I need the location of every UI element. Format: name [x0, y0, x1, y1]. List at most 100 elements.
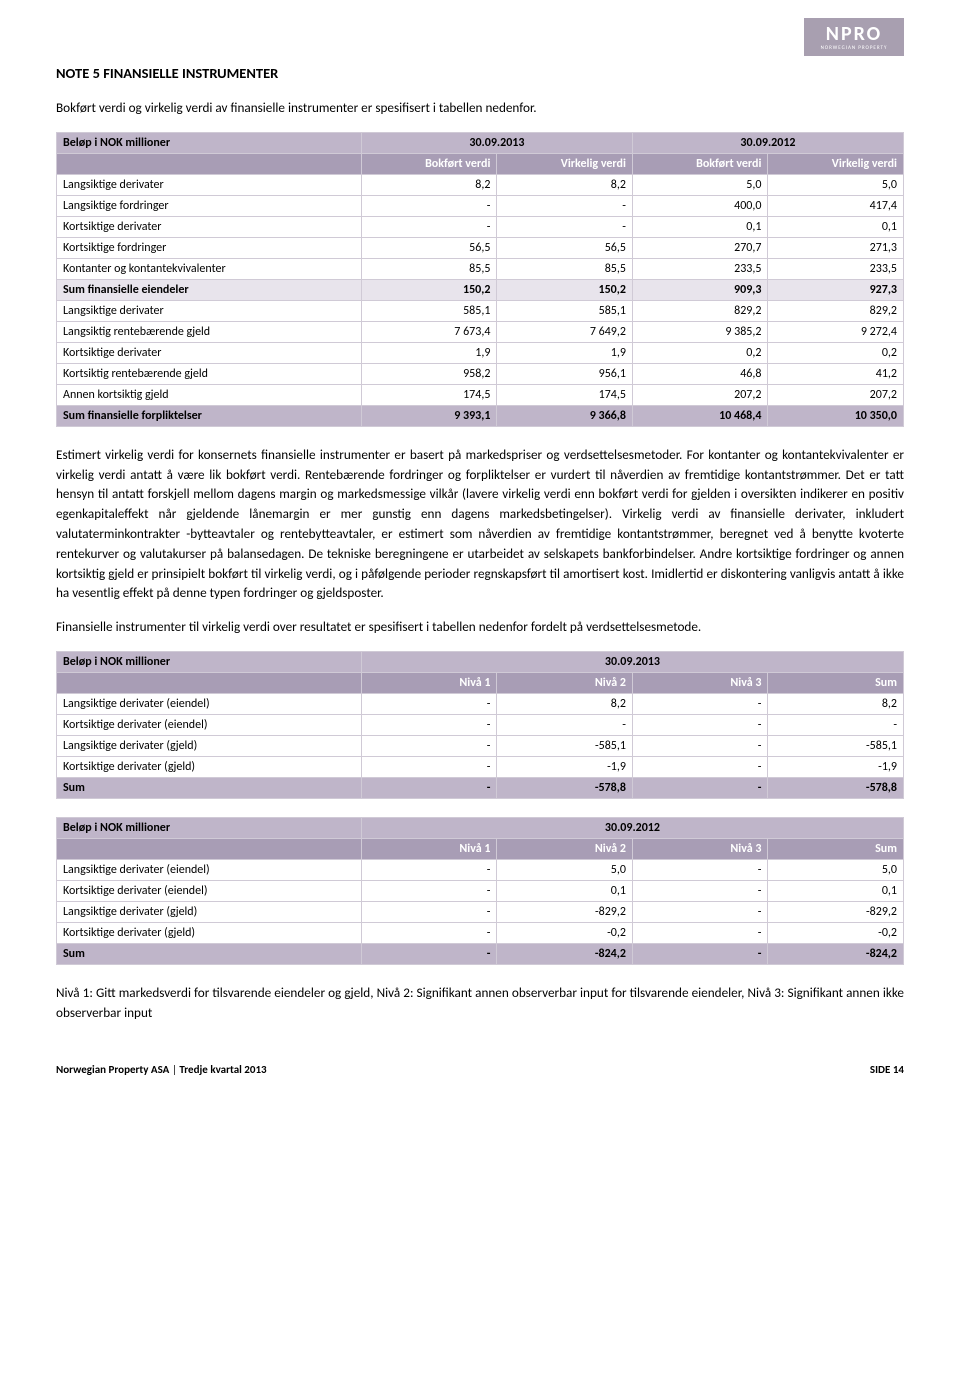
cell-value: -	[768, 714, 904, 735]
cell-value: -	[361, 859, 497, 880]
row-label: Langsiktig rentebærende gjeld	[57, 321, 362, 342]
cell-value: -	[361, 195, 497, 216]
cell-value: 0,1	[497, 880, 633, 901]
cell-value: 0,1	[768, 216, 904, 237]
cell-value: -578,8	[497, 777, 633, 798]
row-label: Kortsiktige fordringer	[57, 237, 362, 258]
cell-value: 85,5	[361, 258, 497, 279]
row-label: Kortsiktige derivater (gjeld)	[57, 922, 362, 943]
row-label: Kortsiktig rentebærende gjeld	[57, 363, 362, 384]
cell-value: -578,8	[768, 777, 904, 798]
table-row: Annen kortsiktig gjeld174,5174,5207,2207…	[57, 384, 904, 405]
table-row: Nivå 1Nivå 2Nivå 3Sum	[57, 838, 904, 859]
table-row: Kortsiktige derivater (gjeld)--0,2--0,2	[57, 922, 904, 943]
cell-value: 233,5	[632, 258, 768, 279]
header-col: Nivå 3	[632, 838, 768, 859]
cell-value: 8,2	[497, 693, 633, 714]
cell-value: -	[632, 901, 768, 922]
table-row: Kortsiktige derivater (gjeld)--1,9--1,9	[57, 756, 904, 777]
header-col: Virkelig verdi	[497, 153, 633, 174]
table-row: Beløp i NOK millioner30.09.201330.09.201…	[57, 132, 904, 153]
header-col: Nivå 1	[361, 672, 497, 693]
cell-value: -824,2	[768, 943, 904, 964]
row-label: Kortsiktige derivater (gjeld)	[57, 756, 362, 777]
cell-value: 46,8	[632, 363, 768, 384]
table-row: Langsiktige derivater8,28,25,05,0	[57, 174, 904, 195]
cell-value: 271,3	[768, 237, 904, 258]
cell-value: 150,2	[497, 279, 633, 300]
table-row: Langsiktige derivater585,1585,1829,2829,…	[57, 300, 904, 321]
cell-value: -	[361, 922, 497, 943]
cell-value: -	[497, 216, 633, 237]
cell-value: 0,2	[768, 342, 904, 363]
table-row: Kortsiktig rentebærende gjeld958,2956,14…	[57, 363, 904, 384]
cell-value: 956,1	[497, 363, 633, 384]
cell-value: 41,2	[768, 363, 904, 384]
cell-value: 174,5	[361, 384, 497, 405]
page-container: NPRO NORWEGIAN PROPERTY NOTE 5 FINANSIEL…	[0, 0, 960, 1106]
cell-value: 909,3	[632, 279, 768, 300]
cell-value: 233,5	[768, 258, 904, 279]
cell-value: 5,0	[768, 174, 904, 195]
row-label: Langsiktige derivater (eiendel)	[57, 859, 362, 880]
cell-value: -	[632, 735, 768, 756]
header-period: 30.09.2012	[361, 817, 903, 838]
table-row: Kortsiktige fordringer56,556,5270,7271,3	[57, 237, 904, 258]
header-col: Nivå 2	[497, 672, 633, 693]
cell-value: -	[361, 901, 497, 922]
cell-value: -1,9	[768, 756, 904, 777]
cell-value: 829,2	[768, 300, 904, 321]
cell-value: -	[361, 693, 497, 714]
row-label: Langsiktige fordringer	[57, 195, 362, 216]
cell-value: 10 468,4	[632, 405, 768, 426]
cell-value: 8,2	[497, 174, 633, 195]
header-col: Sum	[768, 672, 904, 693]
cell-value: -0,2	[768, 922, 904, 943]
cell-value: 0,1	[632, 216, 768, 237]
cell-value: -	[497, 714, 633, 735]
row-label: Kortsiktige derivater	[57, 342, 362, 363]
cell-value: 9 393,1	[361, 405, 497, 426]
cell-value: 927,3	[768, 279, 904, 300]
cell-value: -	[361, 714, 497, 735]
cell-value: -	[361, 756, 497, 777]
table-row: Beløp i NOK millioner30.09.2012	[57, 817, 904, 838]
cell-value: -	[497, 195, 633, 216]
cell-value: 207,2	[768, 384, 904, 405]
header-blank	[57, 838, 362, 859]
cell-value: 958,2	[361, 363, 497, 384]
cell-value: 0,1	[768, 880, 904, 901]
company-logo: NPRO NORWEGIAN PROPERTY	[804, 18, 904, 56]
cell-value: -	[632, 880, 768, 901]
cell-value: 9 272,4	[768, 321, 904, 342]
row-label: Sum finansielle forpliktelser	[57, 405, 362, 426]
row-label: Langsiktige derivater (gjeld)	[57, 735, 362, 756]
cell-value: -	[632, 943, 768, 964]
header-col: Bokført verdi	[632, 153, 768, 174]
cell-value: -	[361, 880, 497, 901]
table-row: Langsiktige derivater (gjeld)--829,2--82…	[57, 901, 904, 922]
header-col: Nivå 1	[361, 838, 497, 859]
table-row: Beløp i NOK millioner30.09.2013	[57, 651, 904, 672]
header-col: Sum	[768, 838, 904, 859]
cell-value: -	[632, 714, 768, 735]
cell-value: 8,2	[361, 174, 497, 195]
table-row: Bokført verdiVirkelig verdiBokført verdi…	[57, 153, 904, 174]
intro-paragraph: Bokført verdi og virkelig verdi av finan…	[56, 98, 904, 118]
table-row: Langsiktige derivater (eiendel)-5,0-5,0	[57, 859, 904, 880]
table-row: Langsiktig rentebærende gjeld7 673,47 64…	[57, 321, 904, 342]
row-label: Langsiktige derivater (gjeld)	[57, 901, 362, 922]
cell-value: 585,1	[361, 300, 497, 321]
cell-value: -	[632, 859, 768, 880]
header-col: Virkelig verdi	[768, 153, 904, 174]
table-row: Kortsiktige derivater (eiendel)-0,1-0,1	[57, 880, 904, 901]
table-levels-2012: Beløp i NOK millioner30.09.2012Nivå 1Niv…	[56, 817, 904, 965]
cell-value: -	[361, 735, 497, 756]
row-label: Annen kortsiktig gjeld	[57, 384, 362, 405]
valuation-paragraph: Estimert virkelig verdi for konsernets f…	[56, 445, 904, 603]
cell-value: 174,5	[497, 384, 633, 405]
cell-value: 56,5	[361, 237, 497, 258]
table-row: Langsiktige fordringer--400,0417,4	[57, 195, 904, 216]
header-period: 30.09.2013	[361, 651, 903, 672]
cell-value: -	[632, 777, 768, 798]
